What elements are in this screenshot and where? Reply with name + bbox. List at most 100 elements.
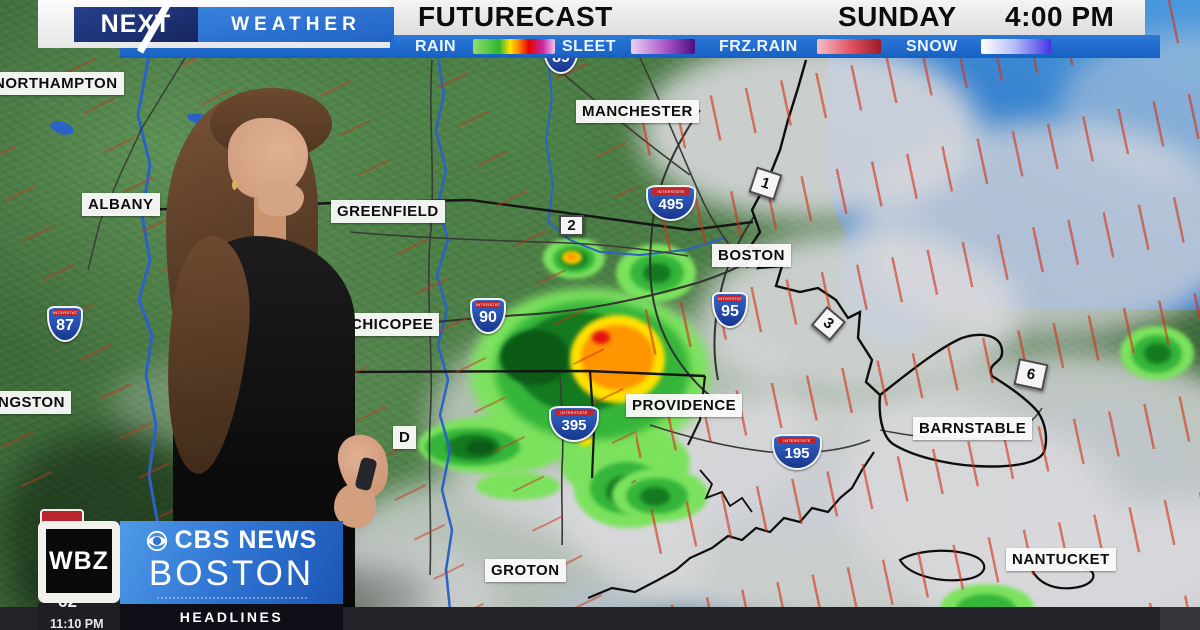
shield-banner: INTERSTATE	[778, 437, 816, 444]
radar-cell	[553, 245, 595, 273]
coastline-south	[587, 451, 875, 600]
network-name: CBS NEWS	[174, 526, 318, 554]
city-label-boston: BOSTON	[712, 244, 791, 267]
cloud	[560, 390, 1120, 630]
interstate-shield-195: INTERSTATE 195	[772, 434, 822, 470]
header-strip: FUTURECAST SUNDAY 4:00 PM	[390, 0, 1145, 35]
radar-cell	[1132, 335, 1182, 373]
station-logo-box: WBZ	[38, 521, 120, 603]
shield-number: 95	[721, 303, 739, 320]
shield-number: 395	[561, 417, 587, 434]
shield-number: 495	[658, 196, 684, 213]
radar-cell	[630, 254, 684, 292]
radar-cell	[1120, 326, 1194, 380]
interstate-shield-90: INTERSTATE 90	[470, 298, 506, 334]
coastline-north-shore	[745, 59, 881, 396]
forecast-time: 4:00 PM	[1005, 1, 1115, 32]
interstate-shield-395: INTERSTATE 395	[549, 406, 599, 442]
coastline-buzzards	[699, 469, 753, 513]
next-logo-box: NEXT	[74, 7, 198, 42]
station-call-letters: WBZ	[46, 529, 112, 593]
route-marker-6: 6	[1013, 358, 1049, 391]
network-name-row: CBS NEWS	[146, 526, 318, 555]
city-label-manchester: MANCHESTER	[576, 100, 699, 123]
road-i495	[649, 109, 716, 401]
lake	[50, 121, 74, 135]
radar-cell-storm-orange	[581, 325, 654, 390]
cloud	[430, 310, 810, 540]
cbs-eye-icon	[146, 530, 167, 551]
shield-number: 90	[479, 309, 497, 326]
radar-cell	[446, 434, 500, 460]
cloud	[860, 120, 1200, 340]
radar-cell	[562, 251, 582, 264]
coastline-cape-cod	[878, 333, 1048, 468]
earring	[232, 180, 237, 190]
legend-label-frz-rain: FRZ.RAIN	[719, 38, 798, 55]
river-connecticut	[434, 57, 454, 630]
weather-logo-box: WEATHER	[198, 7, 394, 42]
radar-cell	[612, 468, 708, 522]
interstate-shield-95: INTERSTATE 95	[712, 292, 748, 328]
route-marker-3: 3	[810, 305, 847, 342]
radar-cell	[643, 263, 671, 283]
futurecast-title: FUTURECAST	[418, 1, 613, 32]
city-label-providence: PROVIDENCE	[626, 394, 743, 417]
city-label-nantucket: NANTUCKET	[1006, 548, 1116, 571]
radar-cell-storm	[418, 416, 568, 474]
road-i93	[639, 57, 749, 269]
shield-number: 195	[784, 445, 810, 462]
legend-swatch-rain	[473, 39, 555, 54]
interstate-shield-495: INTERSTATE 495	[646, 185, 696, 221]
shield-banner: INTERSTATE	[718, 295, 742, 302]
shield-banner: INTERSTATE	[476, 301, 500, 308]
city-label-kingston: KINGSTON	[0, 391, 71, 414]
city-label-albany: ALBANY	[82, 193, 160, 216]
radar-cell	[1144, 343, 1171, 364]
ticker-bar-end	[1160, 607, 1200, 630]
legend-swatch-frz-rain	[817, 39, 881, 54]
meteorologist-chin	[258, 182, 304, 216]
radar-cell-storm-red	[592, 331, 610, 344]
network-city: BOSTON	[148, 554, 315, 593]
road-i195	[649, 424, 871, 454]
radar-cell	[565, 253, 578, 261]
interstate-shield-87: INTERSTATE 87	[47, 306, 83, 342]
radar-cell	[425, 428, 520, 466]
route-marker-1: 1	[748, 166, 783, 201]
ocean-cape-cod-bay	[840, 195, 950, 345]
decorative-dots	[156, 597, 307, 599]
next-weather-logo: NEXT WEATHER	[38, 0, 394, 54]
radar-cell	[590, 462, 662, 514]
route-marker-2: 2	[559, 215, 584, 236]
shield-banner: INTERSTATE	[555, 409, 593, 416]
clock-readout: 11:10 PM	[50, 617, 104, 630]
legend-label-sleet: SLEET	[562, 38, 617, 55]
island-marthas-vineyard	[898, 549, 986, 582]
radar-cell	[560, 250, 588, 268]
weather-logo-text: WEATHER	[231, 13, 361, 35]
radar-cell	[606, 476, 646, 506]
radar-cell	[640, 487, 670, 506]
legend-label-snow: SNOW	[906, 38, 958, 55]
radar-cell-storm-yellow	[570, 315, 665, 403]
legend-swatch-sleet	[631, 39, 695, 54]
radar-cell-storm	[500, 330, 570, 385]
road-i395	[559, 377, 564, 546]
city-label-northampton: NORTHAMPTON	[0, 72, 124, 95]
cloud	[840, 350, 1200, 630]
radar-cell	[476, 472, 560, 500]
forecast-day: SUNDAY	[838, 1, 957, 32]
shield-banner: INTERSTATE	[652, 188, 690, 195]
city-label-groton: GROTON	[485, 559, 566, 582]
shield-banner: INTERSTATE	[53, 309, 77, 316]
network-bug: CBS NEWS BOSTON	[120, 521, 343, 604]
shield-number: 87	[56, 317, 74, 334]
legend-swatch-snow	[981, 39, 1051, 54]
radar-cell	[616, 244, 696, 302]
radar-cell	[574, 450, 682, 528]
headlines-tab: HEADLINES	[120, 604, 343, 630]
city-label-barnstable: BARNSTABLE	[913, 417, 1033, 440]
radar-cell	[466, 440, 494, 455]
